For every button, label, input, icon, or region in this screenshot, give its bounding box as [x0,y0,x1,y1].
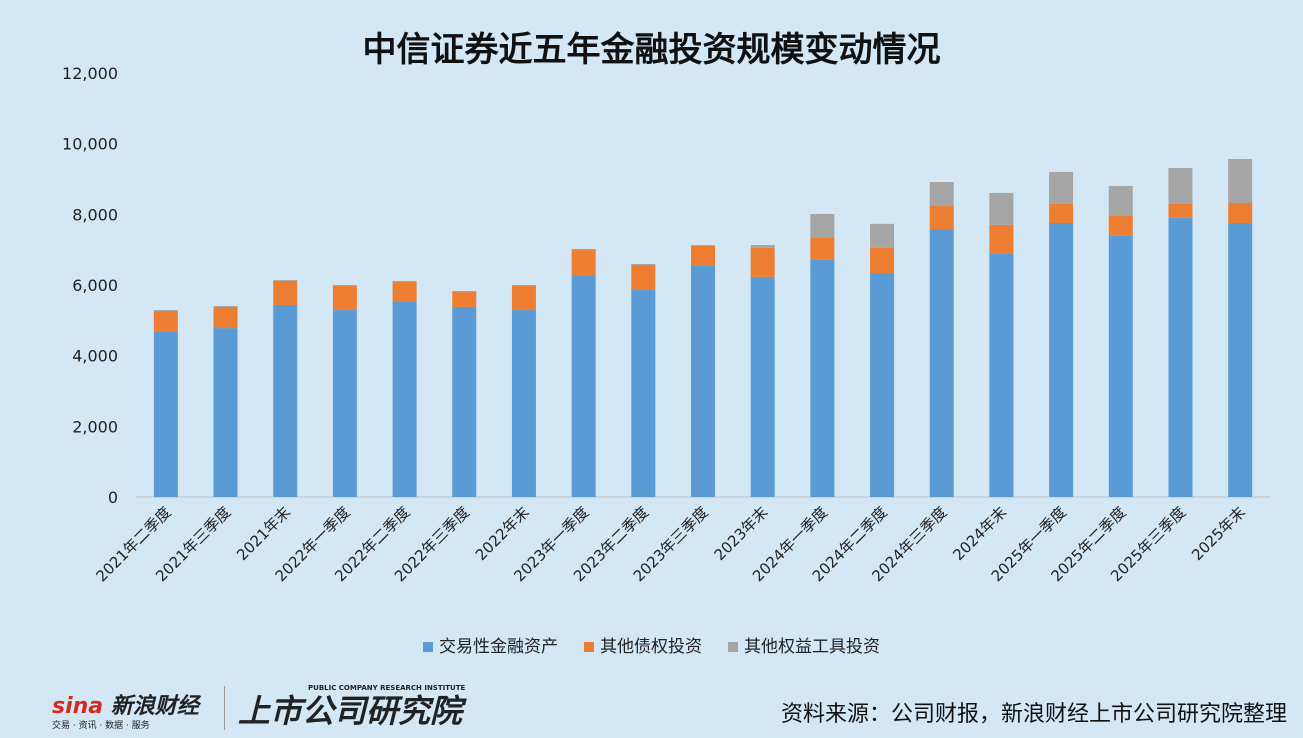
bar-segment [153,310,178,332]
bar-segment [989,224,1014,254]
bar-segment [1108,185,1133,216]
legend-item: 其他债权投资 [584,632,702,657]
bar-segment [1168,203,1193,218]
bar-segment [153,331,178,497]
bar-segment [332,286,357,311]
bar-segment [1108,235,1133,498]
bar-segment [1108,215,1133,236]
bar-segment [273,304,298,497]
bar-segment [870,247,895,273]
bar-segment [929,182,954,207]
bar-segment [332,285,357,287]
bar-segment [1049,222,1074,498]
y-tick-label: 2,000 [72,417,118,436]
sina-finance-logo: sina 新浪财经 交易 · 资讯 · 数据 · 服务 [52,694,199,731]
bar-segment [1228,222,1253,498]
bar-segment [929,228,954,497]
bar-segment [1168,217,1193,497]
bar-segment [1228,159,1253,204]
bar-segment [511,310,536,497]
bar-segment [691,265,715,497]
y-tick-label: 6,000 [72,276,118,295]
bar-segment [870,223,895,248]
y-tick-label: 12,000 [62,64,118,83]
legend: 交易性金融资产 其他债权投资 其他权益工具投资 [0,632,1303,657]
bar-segment [213,306,238,329]
bar-segment [392,281,417,302]
chart-title: 中信证券近五年金融投资规模变动情况 [362,30,941,70]
bar-segment [631,263,656,266]
bar-segment [1228,203,1253,223]
bar-segment [1049,171,1074,204]
bar-segment [750,247,775,277]
x-tick-label: 2025年末 [1188,503,1249,564]
bar-segment [511,285,536,287]
source-note: 资料来源：公司财报，新浪财经上市公司研究院整理 [780,702,1287,727]
bar-segment [989,192,1014,225]
bar-segment [750,245,775,248]
legend-item: 交易性金融资产 [423,632,558,657]
legend-label: 交易性金融资产 [439,637,558,657]
legend-label: 其他权益工具投资 [744,637,880,657]
x-tick-label: 2023年末 [711,503,772,564]
bar-segment [870,272,895,497]
x-tick-label: 2021年末 [233,503,294,564]
bar-segment [989,253,1014,497]
x-tick-label: 2024年末 [949,503,1010,564]
y-tick-label: 10,000 [62,135,118,154]
bar-segment [452,292,477,307]
bar-segment [1049,203,1074,223]
bar-segment [750,276,775,497]
bar-segment [392,280,417,282]
bar-segment [392,301,417,497]
bar-segment [332,310,357,497]
bar-segment [153,310,178,311]
bar-segment [571,250,596,276]
divider [224,686,225,730]
bar-segment [810,213,835,239]
bar-segment [571,275,596,497]
bar-segment [691,245,715,266]
legend-item: 其他权益工具投资 [728,632,880,657]
y-tick-label: 0 [108,488,118,507]
bar-segment [511,286,536,311]
bar-segment [691,245,715,246]
bar-segment [213,306,238,307]
bar-segment [810,259,835,497]
bar-segment [631,289,656,497]
bar-segment [571,248,596,251]
bar-segment [273,280,298,281]
x-tick-label: 2022年末 [472,503,533,564]
bar-segment [452,306,477,497]
bar-segment [631,265,656,290]
y-tick-label: 4,000 [72,347,118,366]
bar-segment [1168,168,1193,204]
y-tick-label: 8,000 [72,205,118,224]
stacked-bar-chart: 02,0004,0006,0008,00010,00012,0002021年二季… [62,64,1270,585]
research-institute-logo: PUBLIC COMPANY RESEARCH INSTITUTE 上市公司研究院 [238,684,466,730]
bar-segment [810,238,835,260]
legend-label: 其他债权投资 [600,637,702,657]
bar-segment [929,206,954,229]
bar-segment [273,280,298,305]
bar-segment [452,291,477,293]
bar-segment [213,328,238,497]
